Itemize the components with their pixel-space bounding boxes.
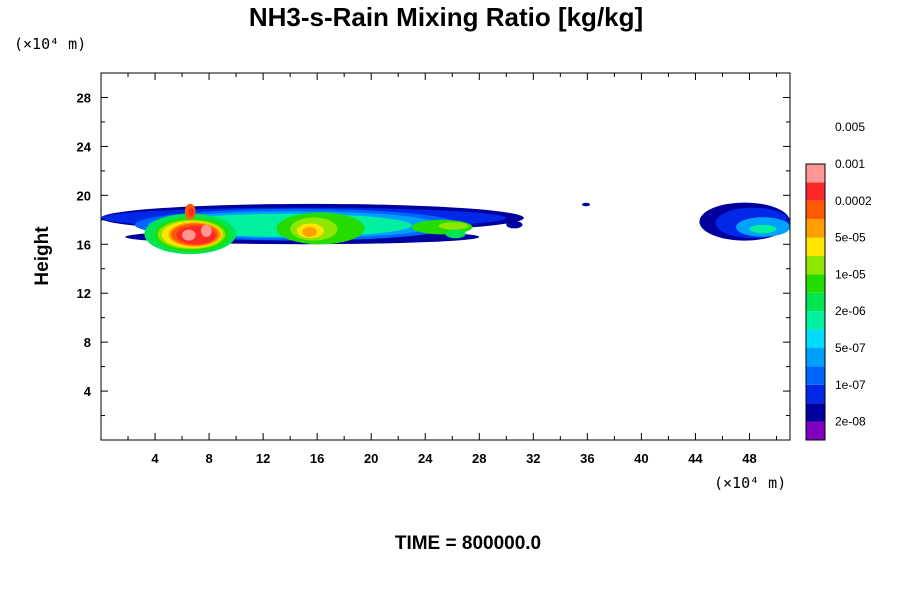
x-tick-label: 20 [364,451,378,466]
colorbar-swatch [806,384,825,404]
y-axis-units: (×10⁴ m) [14,35,86,53]
field-region-16 [201,224,212,237]
x-axis-units: (×10⁴ m) [714,474,786,492]
x-tick-label: 12 [256,451,270,466]
field-region-22 [438,222,469,230]
colorbar-swatch [806,256,825,275]
colorbar-swatch [806,164,825,183]
colorbar-swatch [806,329,825,348]
x-tick-label: 32 [526,451,540,466]
field-region-15 [182,229,196,241]
y-tick-label: 16 [77,237,91,252]
colorbar-label: 5e-07 [835,341,866,355]
colorbar-swatch [806,348,825,367]
colorbar-swatch [806,219,825,238]
y-axis-label: Height [32,226,53,286]
y-tick-label: 4 [84,384,92,399]
y-tick-label: 24 [77,139,92,154]
field-region-20 [302,227,318,237]
x-tick-label: 28 [472,451,486,466]
field-region-23 [445,229,466,239]
colorbar-label: 0.001 [835,157,865,171]
field-region-29 [749,224,777,234]
x-tick-label: 8 [205,451,212,466]
field-region-24 [506,221,523,229]
field-regions [101,202,790,255]
x-tick-label: 40 [634,451,648,466]
colorbar-label: 1e-07 [835,378,866,392]
colorbar-label: 2e-08 [835,415,866,429]
colorbar-swatch [806,237,825,256]
colorbar-label: 5e-05 [835,231,866,245]
y-tick-label: 28 [77,90,91,105]
colorbar-swatch [806,274,825,293]
colorbar: 2e-08 1e-07 5e-07 2e-06 1e-05 5e-05 0.0002 0.00… [805,120,872,441]
x-tick-label: 48 [742,451,756,466]
colorbar-swatch [806,403,825,422]
y-tick-label: 8 [84,335,91,350]
colorbar-swatch [806,200,825,220]
time-label: TIME = 800000.0 [395,533,541,554]
x-tick-label: 16 [310,451,324,466]
colorbar-label: 2e-06 [835,304,866,318]
y-tick-label: 20 [77,188,91,203]
colorbar-swatch [806,292,825,312]
y-tick-label: 12 [77,286,91,301]
colorbar-label: 0.0002 [835,194,872,208]
colorbar-swatch [806,311,825,330]
field-region-25 [581,202,591,207]
x-tick-label: 36 [580,451,594,466]
colorbar-swatch [806,182,825,201]
colorbar-label: 0.005 [835,120,865,134]
colorbar-label: 1e-05 [835,267,866,281]
x-tick-label: 24 [418,451,433,466]
colorbar-swatch [806,421,825,440]
field-region-14 [188,207,195,217]
plot-frame [100,72,791,441]
x-tick-label: 44 [688,451,703,466]
x-tick-label: 4 [151,451,159,466]
colorbar-frame [805,163,826,441]
chart-title: NH3-s-Rain Mixing Ratio [kg/kg] [249,2,643,32]
colorbar-swatch [806,366,825,385]
